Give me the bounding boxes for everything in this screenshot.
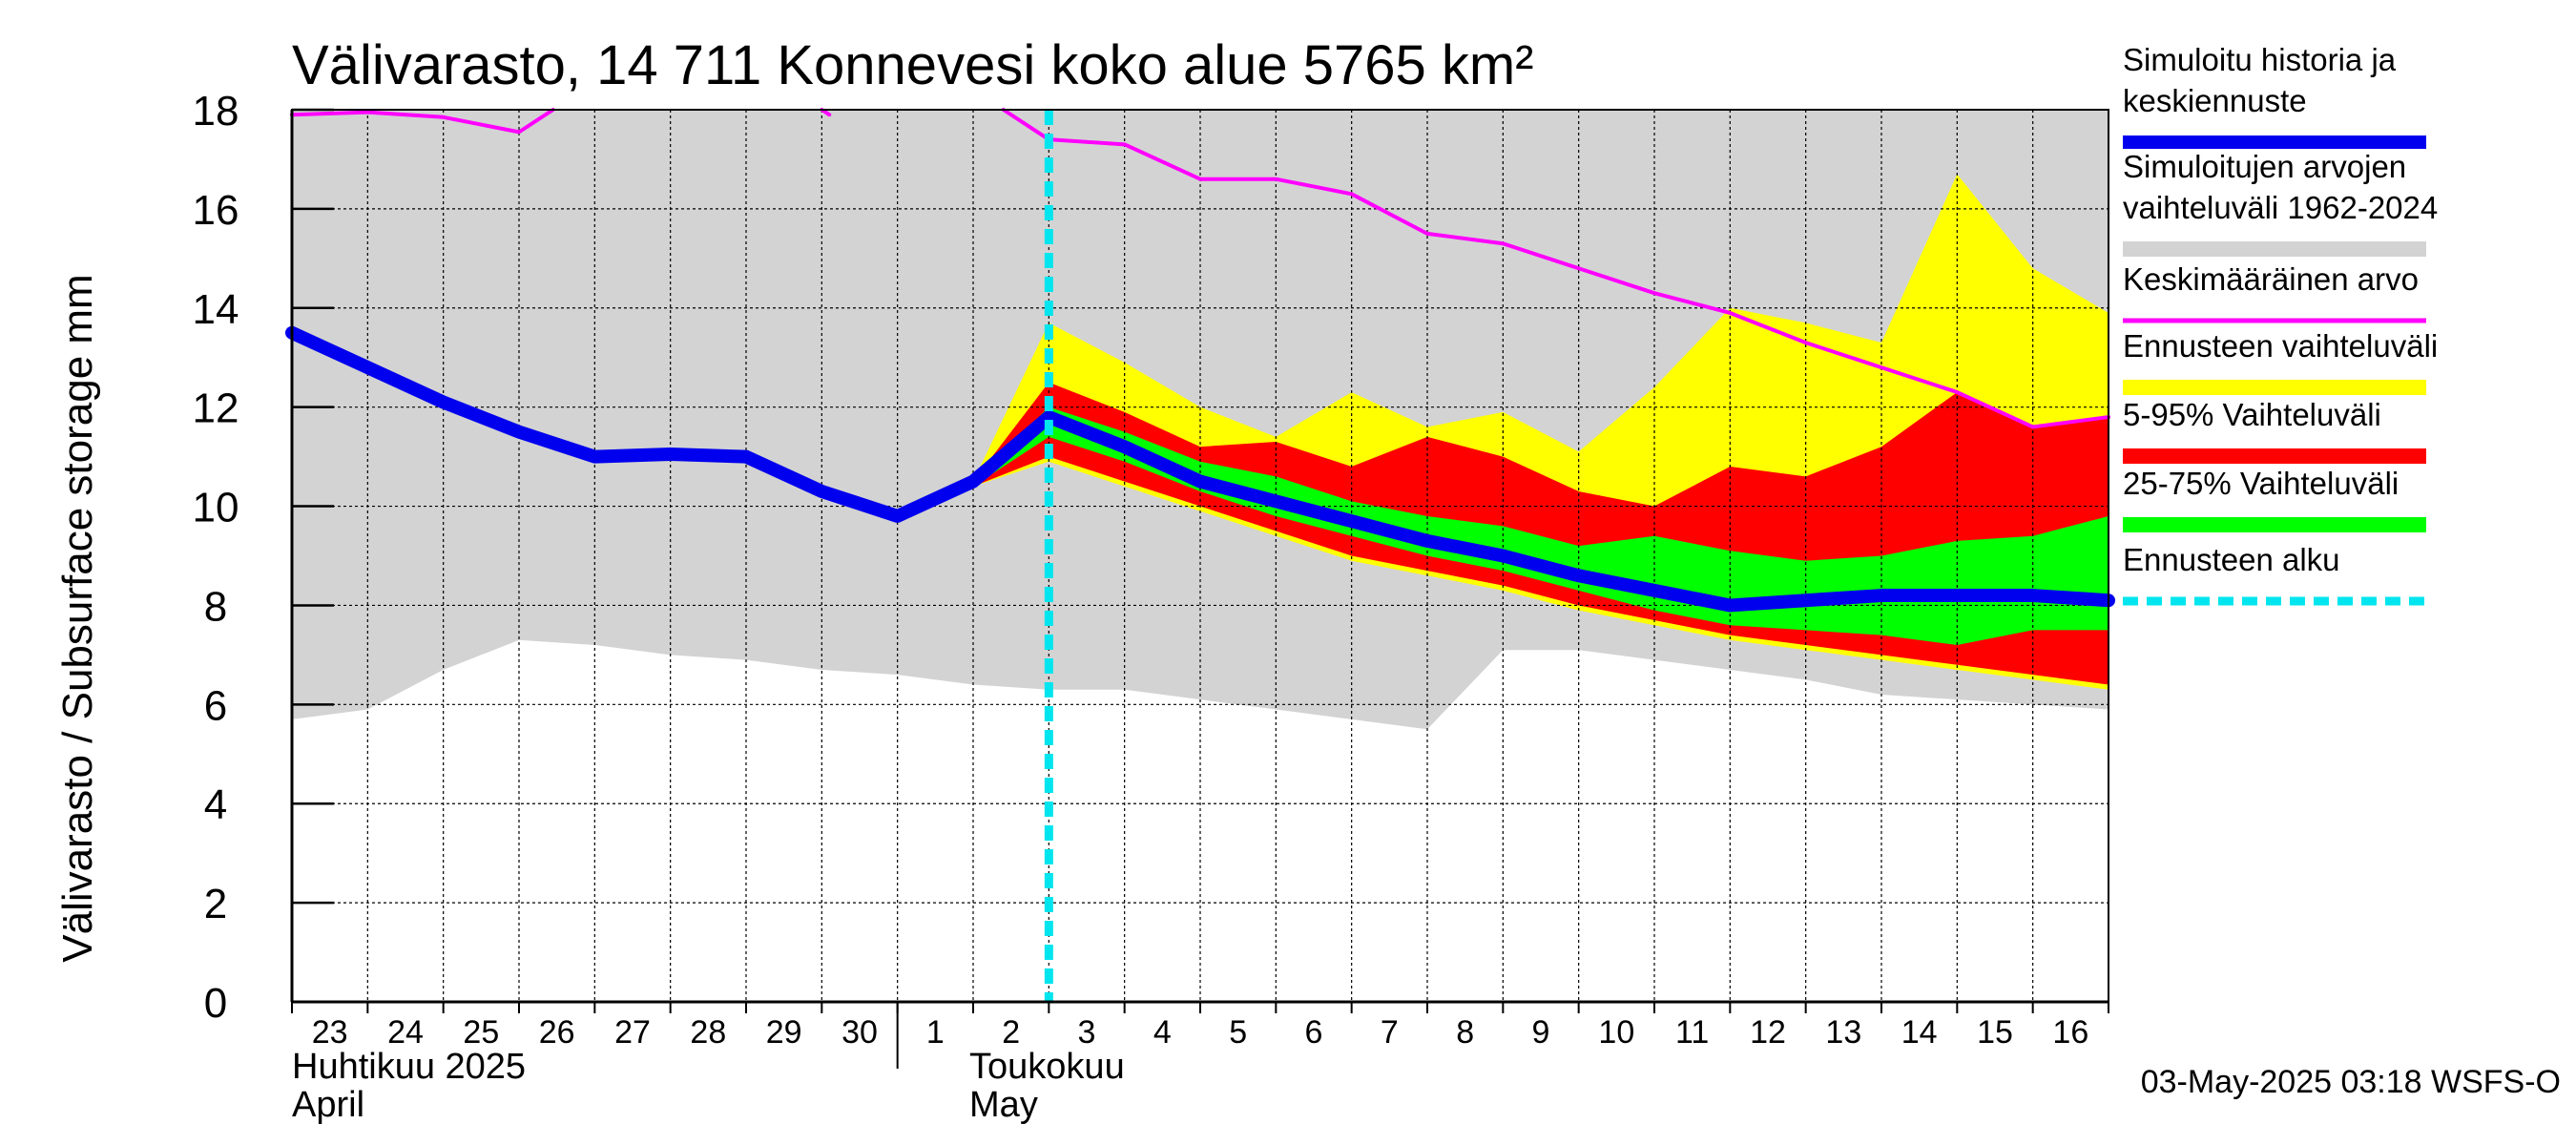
y-tick-label: 8: [204, 583, 227, 630]
x-day-label: 8: [1456, 1014, 1474, 1051]
legend-swatch: [2123, 448, 2426, 464]
y-tick-label: 10: [193, 485, 239, 531]
month-label-en: April: [292, 1085, 364, 1125]
y-tick-label: 0: [204, 980, 227, 1027]
legend-label: Simuloitu historia ja: [2123, 42, 2397, 77]
x-day-label: 13: [1825, 1014, 1861, 1051]
x-day-label: 2: [1002, 1014, 1020, 1051]
x-day-label: 5: [1229, 1014, 1247, 1051]
y-tick-label: 18: [193, 88, 239, 135]
mean-value-line: [290, 108, 555, 135]
x-day-label: 26: [539, 1014, 575, 1051]
band-25-75-vaihteluv-li: [973, 406, 2109, 645]
chart-lines: [285, 108, 2115, 1002]
chart-title: Välivarasto, 14 711 Konnevesi koko alue …: [292, 34, 1534, 96]
x-day-label: 15: [1977, 1014, 2013, 1051]
month-label-fi: Huhtikuu 2025: [292, 1047, 526, 1087]
y-tick-label: 16: [193, 187, 239, 234]
x-day-label: 7: [1381, 1014, 1399, 1051]
legend-label: Ennusteen alku: [2123, 542, 2340, 577]
month-label-fi: Toukokuu: [969, 1047, 1125, 1087]
legend-label: 25-75% Vaihteluväli: [2123, 466, 2399, 501]
month-label-en: May: [969, 1085, 1038, 1125]
x-day-label: 16: [2052, 1014, 2088, 1051]
legend-swatch: [2123, 241, 2426, 257]
legend-label: keskiennuste: [2123, 83, 2307, 118]
mean-value-line: [1001, 108, 2110, 429]
legend-swatch: [2123, 380, 2426, 395]
legend-label: Keskimääräinen arvo: [2123, 261, 2419, 297]
x-day-label: 10: [1598, 1014, 1634, 1051]
x-day-label: 14: [1901, 1014, 1938, 1051]
legend-label: Ennusteen vaihteluväli: [2123, 328, 2438, 364]
x-day-label: 1: [926, 1014, 945, 1051]
x-day-label: 12: [1750, 1014, 1786, 1051]
y-tick-label: 12: [193, 385, 239, 432]
timestamp-footer: 03-May-2025 03:18 WSFS-O: [2141, 1064, 2561, 1100]
x-day-label: 3: [1078, 1014, 1096, 1051]
simulated-history-line: [285, 325, 2115, 613]
y-tick-label: 14: [193, 286, 239, 333]
legend-label: vaihteluväli 1962-2024: [2123, 190, 2438, 225]
legend-label: 5-95% Vaihteluväli: [2123, 397, 2381, 432]
x-day-label: 30: [841, 1014, 878, 1051]
x-day-label: 11: [1675, 1014, 1709, 1051]
chart-legend: Simuloitu historia ja keskiennuste Simuloi…: [2123, 42, 2438, 606]
x-day-label: 6: [1305, 1014, 1323, 1051]
x-day-label: 9: [1532, 1014, 1550, 1051]
y-tick-label: 2: [204, 881, 227, 927]
x-day-label: 27: [614, 1014, 651, 1051]
x-day-label: 24: [387, 1014, 424, 1051]
y-tick-label: 6: [204, 682, 227, 729]
y-axis-label: Välivarasto / Subsurface storage mm: [54, 274, 101, 962]
x-day-label: 23: [312, 1014, 348, 1051]
y-tick-label: 4: [204, 781, 227, 828]
legend-swatch: [2123, 517, 2426, 532]
x-day-label: 4: [1153, 1014, 1172, 1051]
x-day-label: 28: [690, 1014, 726, 1051]
x-day-label: 25: [463, 1014, 499, 1051]
x-day-label: 29: [766, 1014, 802, 1051]
legend-label: Simuloitujen arvojen: [2123, 149, 2406, 184]
